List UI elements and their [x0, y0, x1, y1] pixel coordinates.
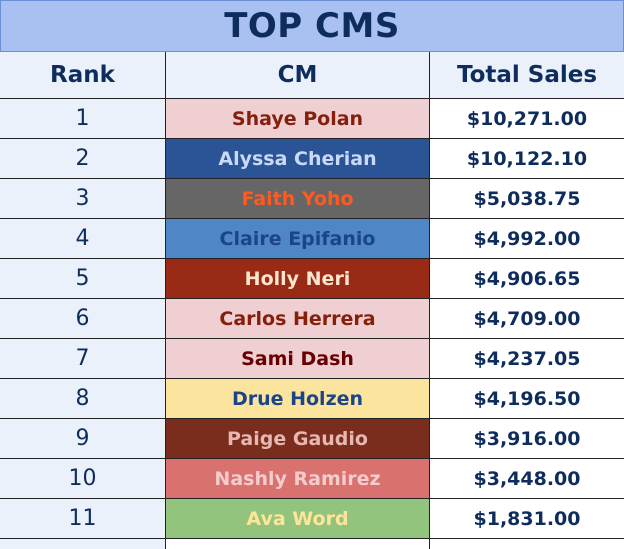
sales-cell: $4,709.00 — [430, 299, 624, 338]
table-row: 2 Alyssa Cherian $10,122.10 — [0, 139, 624, 179]
title: TOP CMS — [0, 0, 624, 52]
rank-cell: 9 — [0, 419, 166, 458]
column-header: Rank — [0, 52, 166, 98]
rank-cell: 2 — [0, 139, 166, 178]
cm-cell: Paige Gaudio — [166, 419, 430, 458]
rank-cell: 11 — [0, 499, 166, 538]
cm-cell: Alyssa Cherian — [166, 139, 430, 178]
cm-cell: Carlos Herrera — [166, 299, 430, 338]
rank-cell: 1 — [0, 99, 166, 138]
rank-cell: 8 — [0, 379, 166, 418]
empty-cell — [430, 539, 624, 549]
rank-cell: 5 — [0, 259, 166, 298]
sales-cell: $10,122.10 — [430, 139, 624, 178]
rank-cell: 6 — [0, 299, 166, 338]
table-row: 8 Drue Holzen $4,196.50 — [0, 379, 624, 419]
cm-cell: Shaye Polan — [166, 99, 430, 138]
table-row: 6 Carlos Herrera $4,709.00 — [0, 299, 624, 339]
table-row: 9 Paige Gaudio $3,916.00 — [0, 419, 624, 459]
sales-cell: $1,831.00 — [430, 499, 624, 538]
filler-row — [0, 539, 624, 549]
table-row: 11 Ava Word $1,831.00 — [0, 499, 624, 539]
cm-cell: Ava Word — [166, 499, 430, 538]
rank-cell: 4 — [0, 219, 166, 258]
table-row: 10 Nashly Ramirez $3,448.00 — [0, 459, 624, 499]
sales-cell: $3,916.00 — [430, 419, 624, 458]
rank-cell: 3 — [0, 179, 166, 218]
sales-cell: $5,038.75 — [430, 179, 624, 218]
cm-cell: Faith Yoho — [166, 179, 430, 218]
column-header: CM — [166, 52, 430, 98]
sales-cell: $4,237.05 — [430, 339, 624, 378]
table: Rank CM Total Sales 1 Shaye Polan $10,271.… — [0, 52, 624, 539]
table-row: 3 Faith Yoho $5,038.75 — [0, 179, 624, 219]
rank-cell: 10 — [0, 459, 166, 498]
sales-cell: $10,271.00 — [430, 99, 624, 138]
sales-cell: $3,448.00 — [430, 459, 624, 498]
cm-cell: Holly Neri — [166, 259, 430, 298]
column-header: Total Sales — [430, 52, 624, 98]
sales-cell: $4,196.50 — [430, 379, 624, 418]
table-row: 5 Holly Neri $4,906.65 — [0, 259, 624, 299]
rank-cell: 7 — [0, 339, 166, 378]
empty-cell — [0, 539, 166, 549]
sales-cell: $4,906.65 — [430, 259, 624, 298]
table-row: 4 Claire Epifanio $4,992.00 — [0, 219, 624, 259]
cm-cell: Claire Epifanio — [166, 219, 430, 258]
empty-cell — [166, 539, 430, 549]
cm-cell: Sami Dash — [166, 339, 430, 378]
sales-cell: $4,992.00 — [430, 219, 624, 258]
table-row: 7 Sami Dash $4,237.05 — [0, 339, 624, 379]
cm-cell: Nashly Ramirez — [166, 459, 430, 498]
cm-cell: Drue Holzen — [166, 379, 430, 418]
header-row: Rank CM Total Sales — [0, 52, 624, 99]
table-row: 1 Shaye Polan $10,271.00 — [0, 99, 624, 139]
